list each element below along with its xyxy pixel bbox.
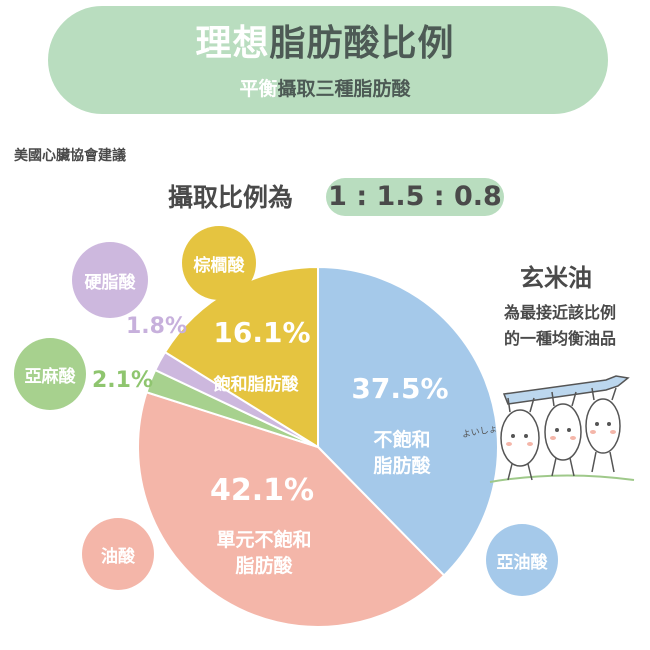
slice-pct-stearic: 1.8% — [126, 314, 188, 339]
title-banner — [48, 6, 608, 114]
slice-pct-linolenic: 2.1% — [92, 368, 154, 393]
bubble-stearic: 硬脂酸 — [72, 242, 148, 318]
rice-oil-desc-line2: 的一種均衡油品 — [503, 329, 616, 348]
slice-label-monounsaturated-2: 脂肪酸 — [235, 554, 293, 577]
slice-pct-monounsaturated: 42.1% — [210, 473, 314, 508]
ratio-label: 攝取比例為 — [168, 183, 294, 212]
page-title: 理想脂肪酸比例 — [0, 14, 650, 66]
pill-saturated: 飽和脂肪酸 — [544, 145, 620, 163]
slice-label-saturated: 飽和脂肪酸 — [213, 374, 300, 395]
subtitle-part2: 攝取三種脂肪酸 — [277, 78, 411, 100]
pill-monounsaturated: 單元不飽和脂肪酸 — [372, 145, 493, 163]
bubble-palmitic: 棕櫚酸 — [182, 226, 256, 300]
slice-label-polyunsaturated-2: 脂肪酸 — [373, 454, 431, 477]
pill-polyunsaturated: 多元不飽和脂肪酸 — [196, 145, 317, 163]
bubble-linoleic: 亞油酸 — [486, 524, 558, 596]
slice-label-polyunsaturated-1: 不飽和 — [373, 428, 430, 451]
ratio-value: 1 : 1.5 : 0.8 — [326, 178, 504, 216]
rice-oil-title: 玄米油 — [520, 264, 592, 292]
page-subtitle: 平衡攝取三種脂肪酸 — [0, 74, 650, 101]
pie-labels: 37.5% 不飽和 脂肪酸 42.1% 單元不飽和 脂肪酸 16.1% 飽和脂肪… — [210, 316, 449, 577]
title-part1: 理想 — [195, 23, 270, 64]
slice-label-monounsaturated-1: 單元不飽和 — [216, 528, 311, 551]
slice-pct-polyunsaturated: 37.5% — [351, 372, 448, 405]
rice-oil-desc-line1: 為最接近該比例 — [503, 303, 616, 322]
recommendation-label: 美國心臟協會建議 — [14, 148, 126, 164]
pie-slice-polyunsaturated — [317, 265, 499, 577]
pie-slices — [137, 265, 499, 628]
subtitle-part1: 平衡 — [239, 78, 278, 100]
bubble-linolenic: 亞麻酸 — [14, 338, 86, 410]
pie-slice-monounsaturated — [137, 390, 446, 628]
rice-oil-description: 為最接近該比例 的一種均衡油品 — [470, 300, 650, 352]
title-part2: 脂肪酸比例 — [269, 23, 455, 64]
bubble-oleic: 油酸 — [82, 518, 154, 590]
slice-pct-saturated: 16.1% — [213, 316, 310, 349]
